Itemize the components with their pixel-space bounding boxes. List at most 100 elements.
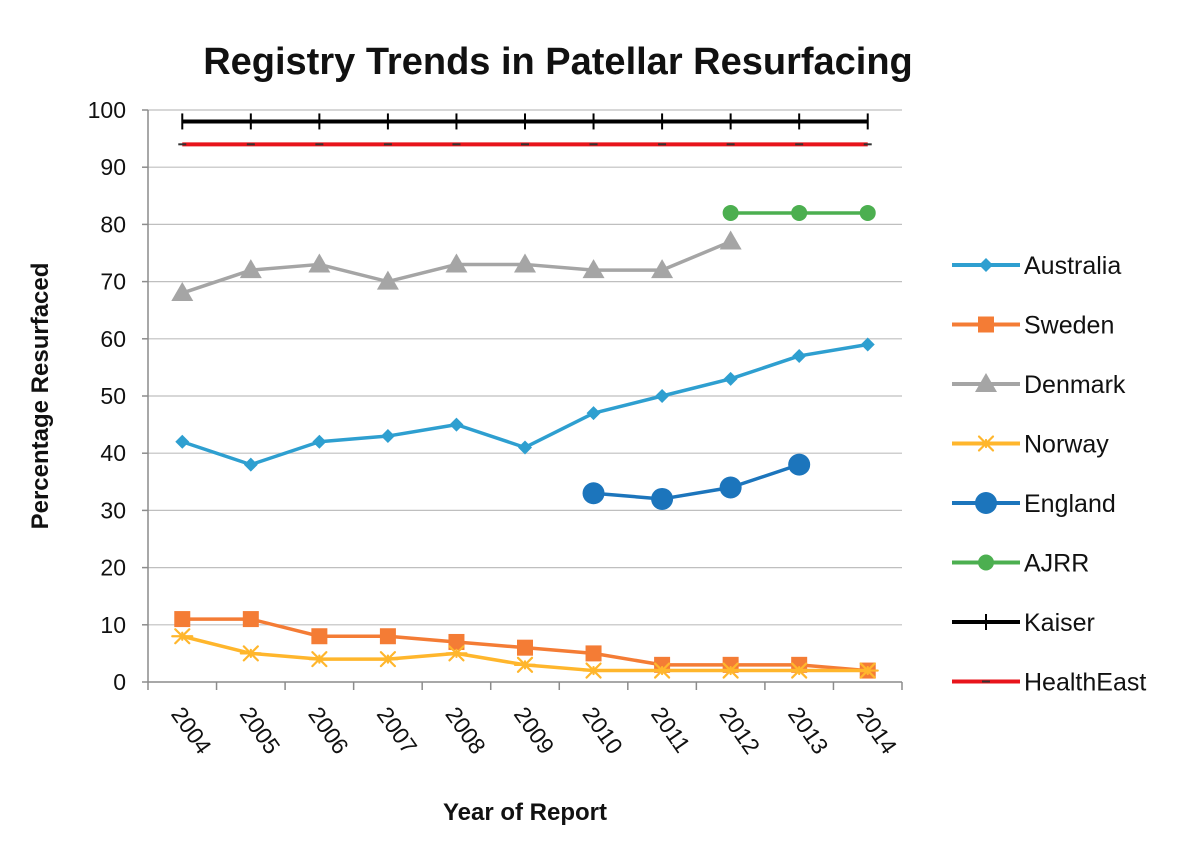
data-point-ajrr [791, 204, 808, 221]
x-tick-label: 2013 [783, 702, 834, 759]
data-point-sweden [448, 633, 465, 650]
data-point-sweden [585, 645, 602, 662]
data-point-australia [243, 457, 258, 472]
data-point-australia [586, 406, 601, 421]
x-tick-label: 2006 [303, 702, 354, 759]
legend-item-australia: Australia [952, 252, 1121, 280]
y-axis-ticks: 0 10 20 30 40 50 60 70 80 90 100 [88, 97, 126, 695]
series-kaiser [181, 113, 869, 130]
legend-marker-australia [979, 258, 993, 272]
data-point-sweden [379, 628, 396, 645]
x-tick-label: 2011 [646, 702, 696, 757]
y-tick-label: 30 [100, 497, 126, 523]
data-point-australia [792, 348, 807, 363]
data-point-australia [860, 337, 875, 352]
legend-label-denmark: Denmark [1024, 371, 1126, 399]
data-point-england [788, 453, 811, 476]
series-norway [171, 628, 879, 679]
x-tick-label: 2012 [715, 702, 766, 759]
data-point-norway [239, 645, 262, 662]
grid-lines [148, 109, 902, 626]
legend-item-denmark: Denmark [952, 371, 1126, 399]
series-england [582, 453, 811, 510]
x-tick-label: 2009 [509, 702, 560, 759]
data-point-denmark [171, 282, 194, 302]
data-point-norway [445, 645, 468, 662]
data-point-denmark [651, 259, 674, 279]
x-tick-label: 2004 [166, 702, 217, 759]
data-point-denmark [719, 230, 742, 250]
legend-item-norway: Norway [952, 431, 1109, 459]
data-point-australia [175, 434, 190, 449]
data-point-norway [513, 656, 537, 673]
series-australia [175, 337, 875, 472]
y-tick-label: 0 [113, 669, 126, 695]
y-tick-label: 90 [100, 154, 126, 180]
legend-item-ajrr: AJRR [952, 550, 1089, 578]
data-point-norway [308, 651, 331, 668]
x-tick-label: 2005 [235, 702, 286, 759]
legend-label-norway: Norway [1024, 431, 1109, 459]
x-tick-label: 2007 [372, 702, 423, 759]
x-axis-title: Year of Report [443, 799, 607, 826]
data-point-australia [449, 417, 464, 432]
x-tick-label: 2010 [577, 702, 628, 759]
legend-label-ajrr: AJRR [1024, 550, 1089, 578]
series-layer [171, 113, 879, 679]
x-tick-label: 2008 [440, 702, 491, 759]
legend-label-england: England [1024, 490, 1116, 518]
legend-item-england: England [952, 490, 1116, 518]
legend-marker-sweden [978, 316, 994, 333]
data-point-norway [788, 662, 811, 679]
data-point-denmark [376, 270, 399, 290]
data-point-sweden [174, 611, 191, 628]
legend-label-healtheast: HealthEast [1024, 669, 1146, 697]
legend-item-healtheast: HealthEast [952, 669, 1146, 697]
y-tick-label: 100 [88, 97, 126, 123]
data-point-norway [719, 662, 742, 679]
y-tick-label: 50 [100, 383, 126, 409]
data-point-sweden [242, 611, 259, 628]
data-point-denmark [445, 253, 468, 273]
y-tick-label: 60 [100, 326, 126, 352]
series-denmark [171, 230, 742, 302]
data-point-norway [650, 662, 674, 679]
x-axis-ticks: 2004 2005 2006 2007 2008 2009 2010 2011 2012 2013… [166, 702, 902, 759]
data-point-ajrr [722, 204, 739, 221]
x-tick-label: 2014 [852, 702, 903, 759]
data-point-sweden [517, 639, 533, 656]
data-point-norway [376, 651, 400, 668]
legend-marker-england [975, 492, 997, 514]
data-point-australia [723, 371, 738, 386]
legend-marker-norway [974, 435, 998, 452]
data-point-denmark [514, 253, 536, 273]
chart-title: Registry Trends in Patellar Resurfacing [203, 41, 913, 83]
data-point-australia [518, 440, 532, 455]
data-point-australia [655, 389, 670, 403]
y-tick-label: 40 [100, 440, 126, 466]
data-point-norway [171, 628, 194, 645]
data-point-denmark [582, 259, 605, 279]
data-point-sweden [311, 628, 328, 645]
legend-item-sweden: Sweden [952, 312, 1114, 340]
legend-marker-denmark [975, 373, 997, 392]
series-line-england [593, 462, 800, 501]
legend-label-sweden: Sweden [1024, 312, 1114, 340]
data-point-denmark [239, 259, 262, 279]
axes [142, 109, 903, 690]
data-point-australia [380, 429, 395, 444]
data-point-england [719, 476, 742, 499]
legend-marker-ajrr [978, 554, 994, 571]
y-tick-label: 80 [100, 211, 126, 237]
data-point-norway [856, 662, 879, 679]
data-point-england [651, 487, 674, 510]
legend-item-kaiser: Kaiser [952, 609, 1095, 637]
y-axis-title: Percentage Resurfaced [27, 263, 54, 530]
data-point-england [582, 482, 605, 505]
data-point-australia [312, 434, 327, 449]
data-point-denmark [308, 253, 331, 273]
legend: Australia Sweden Denmark Norway England AJRR K… [952, 252, 1146, 697]
legend-label-australia: Australia [1024, 252, 1121, 280]
y-tick-label: 10 [100, 612, 126, 638]
